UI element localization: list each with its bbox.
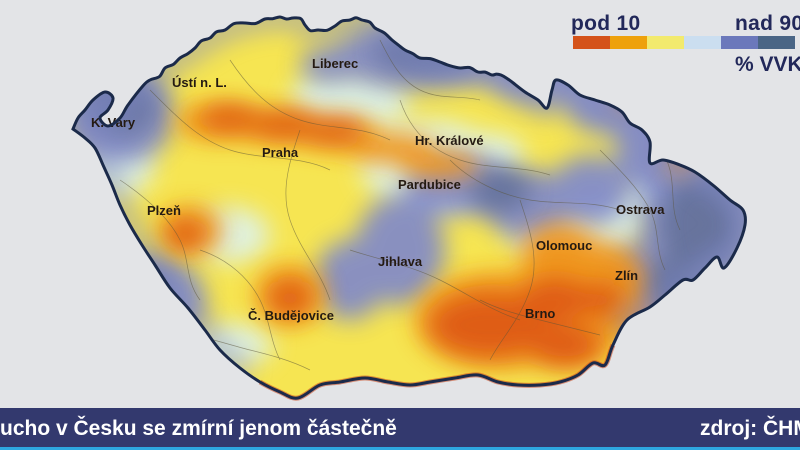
svg-text:Hr. Králové: Hr. Králové (415, 133, 484, 148)
svg-text:Č. Budějovice: Č. Budějovice (248, 308, 334, 323)
svg-text:Olomouc: Olomouc (536, 238, 592, 253)
svg-text:Pardubice: Pardubice (398, 177, 461, 192)
svg-text:Praha: Praha (262, 145, 299, 160)
svg-text:Ústí n. L.: Ústí n. L. (172, 75, 227, 90)
svg-text:Zlín: Zlín (615, 268, 638, 283)
svg-text:Jihlava: Jihlava (378, 254, 423, 269)
svg-text:Ostrava: Ostrava (616, 202, 665, 217)
svg-text:Liberec: Liberec (312, 56, 358, 71)
svg-text:Plzeň: Plzeň (147, 203, 181, 218)
svg-text:Brno: Brno (525, 306, 555, 321)
